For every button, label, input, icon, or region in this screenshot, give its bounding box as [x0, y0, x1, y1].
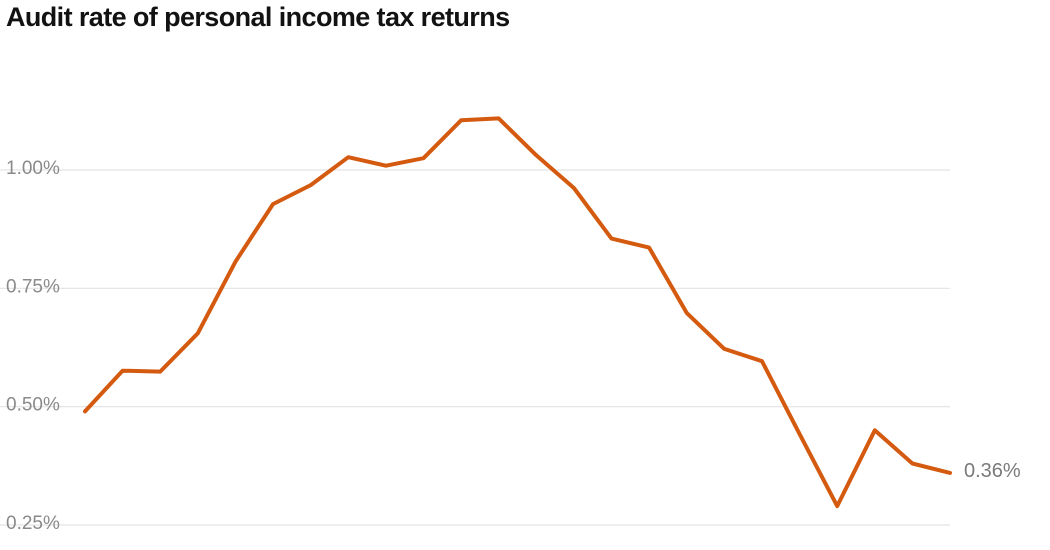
data-point	[685, 311, 689, 315]
data-point	[233, 260, 237, 264]
data-point	[873, 428, 877, 432]
data-point	[835, 504, 839, 508]
y-tick-label: 0.50%	[6, 395, 60, 416]
data-point	[760, 359, 764, 363]
data-point	[647, 246, 651, 250]
data-point	[798, 432, 802, 436]
gridlines	[0, 169, 950, 526]
data-point	[572, 186, 576, 190]
data-point	[422, 156, 426, 160]
data-point	[309, 183, 313, 187]
data-point	[196, 331, 200, 335]
data-point	[722, 347, 726, 351]
data-point	[497, 116, 501, 120]
chart-title: Audit rate of personal income tax return…	[6, 2, 510, 32]
label-layer: 0.25% 0.50% 0.75% 1.00% 0.36%	[6, 158, 1021, 534]
data-point	[610, 237, 614, 241]
data-point	[948, 471, 952, 475]
data-point	[346, 155, 350, 159]
data-point	[158, 370, 162, 374]
data-point	[459, 118, 463, 122]
y-tick-label: 0.75%	[6, 276, 60, 297]
data-point	[910, 462, 914, 466]
data-point	[534, 153, 538, 157]
series-layer	[83, 116, 952, 509]
y-tick-label: 1.00%	[6, 158, 60, 179]
end-value-label: 0.36%	[964, 460, 1021, 482]
data-point	[83, 409, 87, 413]
data-point	[384, 164, 388, 168]
data-point	[271, 202, 275, 206]
series-line	[83, 116, 952, 509]
y-tick-label: 0.25%	[6, 513, 60, 534]
data-point	[121, 369, 125, 373]
